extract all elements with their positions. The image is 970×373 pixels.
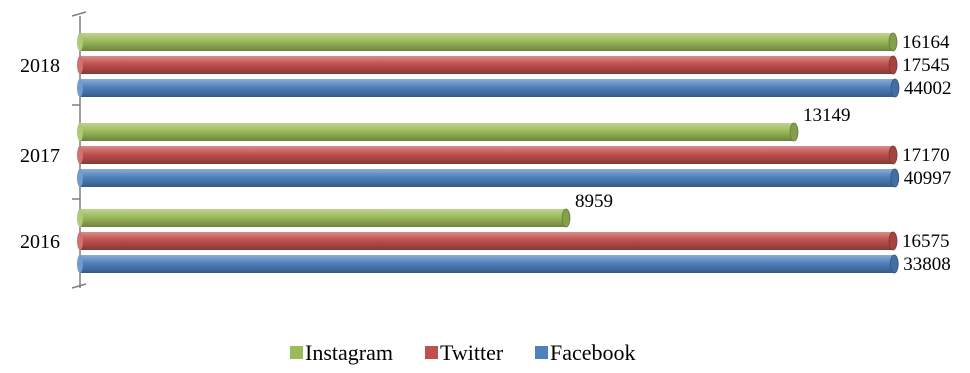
bar-base-facebook-2018 xyxy=(77,79,83,97)
data-label-facebook-2017: 40997 xyxy=(904,168,952,189)
bar-base-facebook-2016 xyxy=(77,255,83,273)
legend-swatch-twitter xyxy=(425,346,438,359)
bar-facebook-2016 xyxy=(80,255,895,273)
data-label-twitter-2016: 16575 xyxy=(902,231,950,252)
data-label-twitter-2018: 17545 xyxy=(902,55,950,76)
bar-base-facebook-2017 xyxy=(77,169,83,187)
legend-label-instagram: Instagram xyxy=(305,340,393,365)
axis-break-marks xyxy=(71,11,87,289)
legend-label-facebook: Facebook xyxy=(550,340,636,365)
bar-cap-twitter-2017 xyxy=(888,145,898,165)
data-label-facebook-2018: 44002 xyxy=(904,78,952,99)
data-label-instagram-2018: 16164 xyxy=(902,32,950,53)
data-label-instagram-2017: 13149 xyxy=(803,105,851,126)
legend: Instagram Twitter Facebook xyxy=(290,340,636,365)
bar-facebook-2018 xyxy=(80,79,895,97)
legend-label-twitter: Twitter xyxy=(440,340,504,365)
data-label-facebook-2016: 33808 xyxy=(903,254,951,275)
bar-twitter-2016 xyxy=(80,232,894,250)
bar-cap-facebook-2017 xyxy=(890,168,900,188)
bar-base-twitter-2018 xyxy=(77,56,83,74)
y-tick-label-2017: 2017 xyxy=(20,145,60,167)
data-label-twitter-2017: 17170 xyxy=(902,145,950,166)
data-label-instagram-2016: 8959 xyxy=(575,191,613,212)
bar-cap-facebook-2018 xyxy=(890,78,900,98)
bar-instagram-2016 xyxy=(80,209,566,227)
legend-swatch-facebook xyxy=(535,346,548,359)
bar-base-twitter-2017 xyxy=(77,146,83,164)
bar-instagram-2018 xyxy=(80,33,893,51)
bar-twitter-2017 xyxy=(80,146,894,164)
bar-cap-instagram-2016 xyxy=(561,208,571,228)
bars xyxy=(77,32,900,274)
y-tick-label-2018: 2018 xyxy=(20,55,60,77)
bar-cap-instagram-2018 xyxy=(888,32,898,52)
bar-cap-twitter-2016 xyxy=(888,231,898,251)
legend-swatch-instagram xyxy=(290,346,303,359)
y-tick-label-2016: 2016 xyxy=(20,231,60,253)
bar-base-twitter-2016 xyxy=(77,232,83,250)
bar-base-instagram-2018 xyxy=(77,33,83,51)
bar-cap-facebook-2016 xyxy=(889,254,899,274)
bar-twitter-2018 xyxy=(80,56,894,74)
bar-instagram-2017 xyxy=(80,123,794,141)
bar-facebook-2017 xyxy=(80,169,895,187)
bar-cap-instagram-2017 xyxy=(789,122,799,142)
bar-cap-twitter-2018 xyxy=(888,55,898,75)
y-axis: 2016 2017 2018 xyxy=(20,11,87,289)
bar-base-instagram-2016 xyxy=(77,209,83,227)
bar-base-instagram-2017 xyxy=(77,123,83,141)
